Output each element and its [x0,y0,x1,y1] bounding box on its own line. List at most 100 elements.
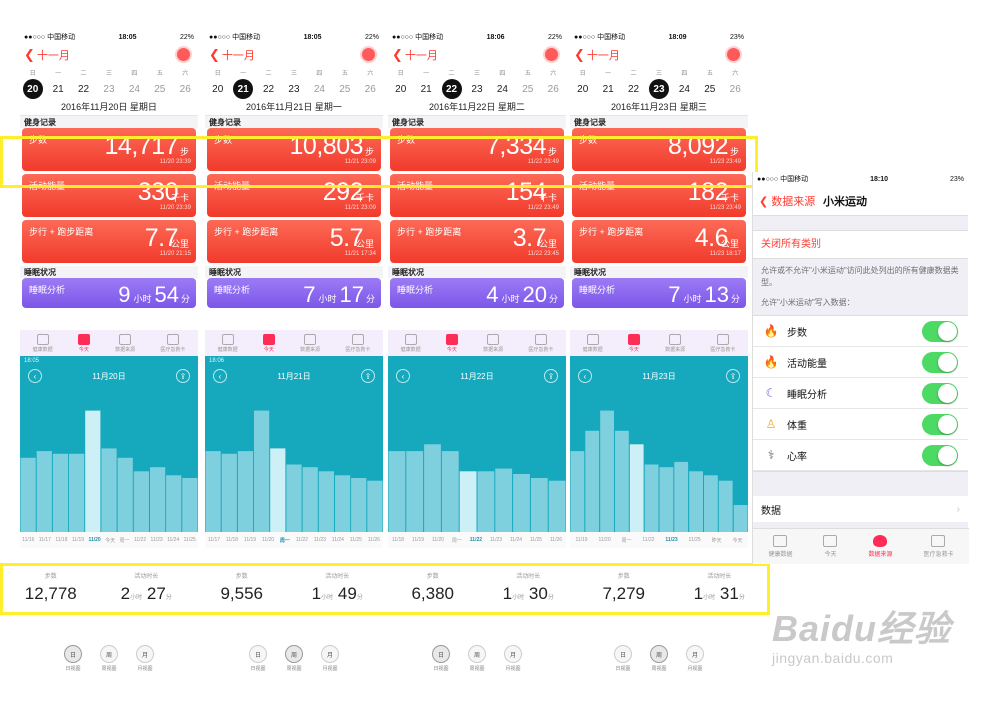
tab-3[interactable]: 医疗急救卡 [710,333,735,353]
date-cell[interactable]: 26 [547,83,559,95]
tab-0[interactable]: 健康数据 [768,535,793,558]
tab-2[interactable]: 数据来源 [665,333,685,353]
month-back-label[interactable]: 十一月 [404,50,438,62]
distance-card[interactable]: 步行 + 跑步距离 7.7 公里 11/20 21:15 [22,220,196,263]
chevron-left-icon[interactable]: ❮ [574,47,585,62]
tab-1[interactable]: 今天 [823,535,838,558]
steps-card[interactable]: 步数 7,334 步 11/22 23:49 [390,128,564,171]
date-cell[interactable]: 23 [648,79,669,99]
date-cell[interactable]: 25 [339,83,351,95]
tab-0[interactable]: 健康数据 [218,333,238,353]
view-button[interactable]: 日日视图 [614,645,632,672]
tab-2[interactable]: 数据来源 [483,333,503,353]
sleep-card[interactable]: 睡眠分析 7 小时 17 分 [207,278,381,308]
view-button[interactable]: 日日视图 [64,645,82,672]
tab-3[interactable]: 医疗急救卡 [345,333,370,353]
tab-0[interactable]: 健康数据 [583,333,603,353]
view-button[interactable]: 周周视图 [100,645,118,672]
distance-card[interactable]: 步行 + 跑步距离 4.6 公里 11/23 18:17 [572,220,746,263]
date-cell[interactable]: 21 [233,79,254,99]
distance-card[interactable]: 步行 + 跑步距离 5.7 公里 11/21 17:34 [207,220,381,263]
chevron-left-icon[interactable]: ‹ [213,369,227,383]
tab-3[interactable]: 医疗急救卡 [923,535,953,558]
date-cell[interactable]: 23 [471,83,483,95]
chevron-left-icon[interactable]: ❮ [392,47,403,62]
date-cell[interactable]: 23 [103,83,115,95]
date-cell[interactable]: 24 [313,83,325,95]
view-button[interactable]: 月月视图 [136,645,154,672]
view-button[interactable]: 日日视图 [432,645,450,672]
month-back-label[interactable]: 十一月 [586,50,620,62]
permission-toggle[interactable] [922,414,958,435]
share-icon[interactable]: ⇪ [176,369,190,383]
avatar[interactable] [543,46,560,63]
avatar[interactable] [725,46,742,63]
tab-0[interactable]: 健康数据 [33,333,53,353]
date-cell[interactable]: 21 [602,83,614,95]
date-cell[interactable]: 21 [420,83,432,95]
view-button[interactable]: 月月视图 [321,645,339,672]
tab-2[interactable]: 数据来源 [115,333,135,353]
month-back-label[interactable]: 十一月 [221,50,255,62]
avatar[interactable] [360,46,377,63]
date-cell[interactable]: 20 [577,83,589,95]
share-icon[interactable]: ⇪ [726,369,740,383]
close-all-button[interactable]: 关闭所有类别 [761,239,821,250]
back-button[interactable]: ❮ 数据来源 [753,193,815,209]
date-cell[interactable]: 20 [212,83,224,95]
tab-1[interactable]: 今天 [445,333,458,353]
avatar[interactable] [175,46,192,63]
energy-card[interactable]: 活动能量 330 千卡 11/20 23:39 [22,174,196,217]
permission-toggle[interactable] [922,445,958,466]
view-button[interactable]: 月月视图 [686,645,704,672]
tab-1[interactable]: 今天 [627,333,640,353]
data-row[interactable]: 数据 › [753,496,968,522]
tab-2[interactable]: 数据来源 [868,535,892,558]
tab-0[interactable]: 健康数据 [401,333,421,353]
tab-3[interactable]: 医疗急救卡 [528,333,553,353]
share-icon[interactable]: ⇪ [361,369,375,383]
date-cell[interactable]: 22 [77,83,90,95]
permission-toggle[interactable] [922,321,958,342]
tab-2[interactable]: 数据来源 [300,333,320,353]
date-cell[interactable]: 24 [128,83,140,95]
chevron-left-icon[interactable]: ‹ [396,369,410,383]
chevron-left-icon[interactable]: ❮ [24,47,35,62]
view-button[interactable]: 周周视图 [285,645,303,672]
date-cell[interactable]: 25 [522,83,534,95]
sleep-card[interactable]: 睡眠分析 7 小时 13 分 [572,278,746,308]
date-cell[interactable]: 20 [22,79,43,99]
permission-toggle[interactable] [922,383,958,404]
view-button[interactable]: 周周视图 [468,645,486,672]
chevron-left-icon[interactable]: ‹ [578,369,592,383]
date-cell[interactable]: 26 [179,83,191,95]
date-cell[interactable]: 25 [154,83,166,95]
chevron-left-icon[interactable]: ‹ [28,369,42,383]
tab-1[interactable]: 今天 [262,333,275,353]
steps-card[interactable]: 步数 8,092 步 11/23 23:49 [572,128,746,171]
date-cell[interactable]: 24 [496,83,508,95]
tab-3[interactable]: 医疗急救卡 [160,333,185,353]
date-cell[interactable]: 23 [288,83,300,95]
permission-toggle[interactable] [922,352,958,373]
sleep-card[interactable]: 睡眠分析 4 小时 20 分 [390,278,564,308]
date-cell[interactable]: 22 [262,83,275,95]
sleep-card[interactable]: 睡眠分析 9 小时 54 分 [22,278,196,308]
date-cell[interactable]: 25 [704,83,716,95]
date-cell[interactable]: 22 [441,79,462,99]
month-back-label[interactable]: 十一月 [36,50,70,62]
distance-card[interactable]: 步行 + 跑步距离 3.7 公里 11/22 23:45 [390,220,564,263]
share-icon[interactable]: ⇪ [544,369,558,383]
date-cell[interactable]: 24 [678,83,690,95]
view-button[interactable]: 日日视图 [249,645,267,672]
tab-1[interactable]: 今天 [77,333,90,353]
view-button[interactable]: 周周视图 [650,645,668,672]
date-cell[interactable]: 20 [395,83,407,95]
date-cell[interactable]: 22 [627,83,640,95]
date-cell[interactable]: 26 [364,83,376,95]
energy-card[interactable]: 活动能量 182 千卡 11/23 23:49 [572,174,746,217]
view-button[interactable]: 月月视图 [504,645,522,672]
date-cell[interactable]: 26 [729,83,741,95]
date-cell[interactable]: 21 [52,83,64,95]
chevron-left-icon[interactable]: ❮ [209,47,220,62]
